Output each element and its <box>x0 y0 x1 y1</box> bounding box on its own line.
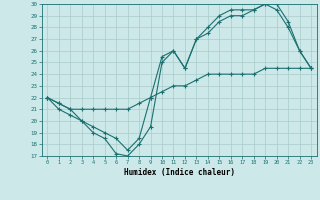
X-axis label: Humidex (Indice chaleur): Humidex (Indice chaleur) <box>124 168 235 177</box>
